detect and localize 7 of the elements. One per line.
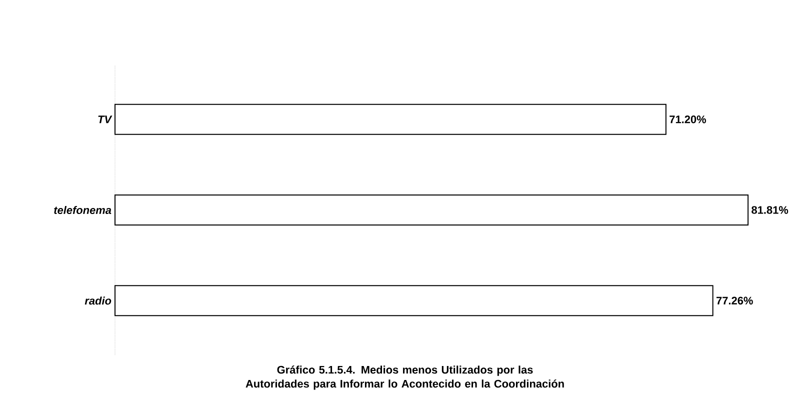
y-tick-label: radio xyxy=(84,296,112,305)
y-tick-label: telefonema xyxy=(54,206,112,214)
data-label: 81.81% xyxy=(752,206,788,214)
data-label: 77.26% xyxy=(716,296,753,305)
data-label: 71.20% xyxy=(670,116,706,124)
y-tick-label: TV xyxy=(98,116,112,124)
text: Gráfico 5.1.5.4. Medios menos Utilizados por las Autoridades para Informar lo Acontecido en la Coordinación xyxy=(246,366,564,390)
